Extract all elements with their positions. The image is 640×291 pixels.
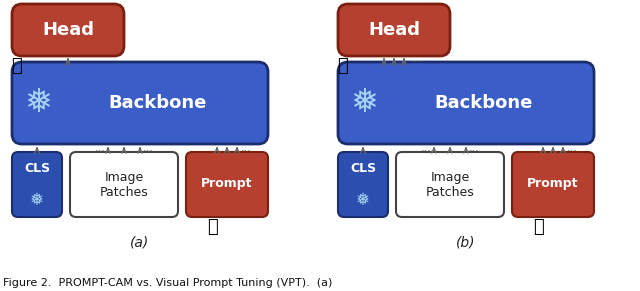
Text: 🔥: 🔥: [534, 218, 545, 236]
FancyBboxPatch shape: [12, 62, 268, 144]
FancyBboxPatch shape: [12, 152, 62, 217]
Text: Figure 2.  PROMPT-CAM vs. Visual Prompt Tuning (VPT).  (a): Figure 2. PROMPT-CAM vs. Visual Prompt T…: [3, 278, 333, 288]
Text: ❅: ❅: [24, 86, 52, 120]
FancyBboxPatch shape: [338, 152, 388, 217]
Text: Prompt: Prompt: [527, 178, 579, 191]
FancyBboxPatch shape: [186, 152, 268, 217]
Text: ...: ...: [468, 143, 479, 153]
Text: CLS: CLS: [24, 162, 50, 175]
FancyBboxPatch shape: [338, 62, 594, 144]
FancyBboxPatch shape: [70, 152, 178, 217]
FancyBboxPatch shape: [396, 152, 504, 217]
Text: Image: Image: [430, 171, 470, 184]
Text: 🔥: 🔥: [207, 218, 218, 236]
Text: Prompt: Prompt: [201, 178, 253, 191]
Text: 🔥: 🔥: [337, 57, 348, 75]
Text: CLS: CLS: [350, 162, 376, 175]
Text: ...: ...: [566, 143, 577, 153]
Text: ❅: ❅: [30, 191, 44, 209]
Text: Patches: Patches: [426, 185, 474, 198]
Text: ...: ...: [241, 143, 252, 153]
Text: Backbone: Backbone: [109, 94, 207, 112]
Text: ...: ...: [420, 143, 431, 153]
Text: ...: ...: [95, 143, 106, 153]
FancyBboxPatch shape: [12, 4, 124, 56]
FancyBboxPatch shape: [338, 4, 450, 56]
Text: ❅: ❅: [356, 191, 370, 209]
Text: (b): (b): [456, 235, 476, 249]
Text: ...: ...: [143, 143, 154, 153]
Text: ...: ...: [411, 54, 421, 64]
Text: Head: Head: [42, 21, 94, 39]
Text: 🔥: 🔥: [11, 57, 21, 75]
Text: Image: Image: [104, 171, 143, 184]
FancyBboxPatch shape: [512, 152, 594, 217]
Text: Head: Head: [368, 21, 420, 39]
Text: (a): (a): [131, 235, 150, 249]
Text: ❅: ❅: [350, 86, 378, 120]
Text: Backbone: Backbone: [435, 94, 533, 112]
Text: Patches: Patches: [100, 185, 148, 198]
